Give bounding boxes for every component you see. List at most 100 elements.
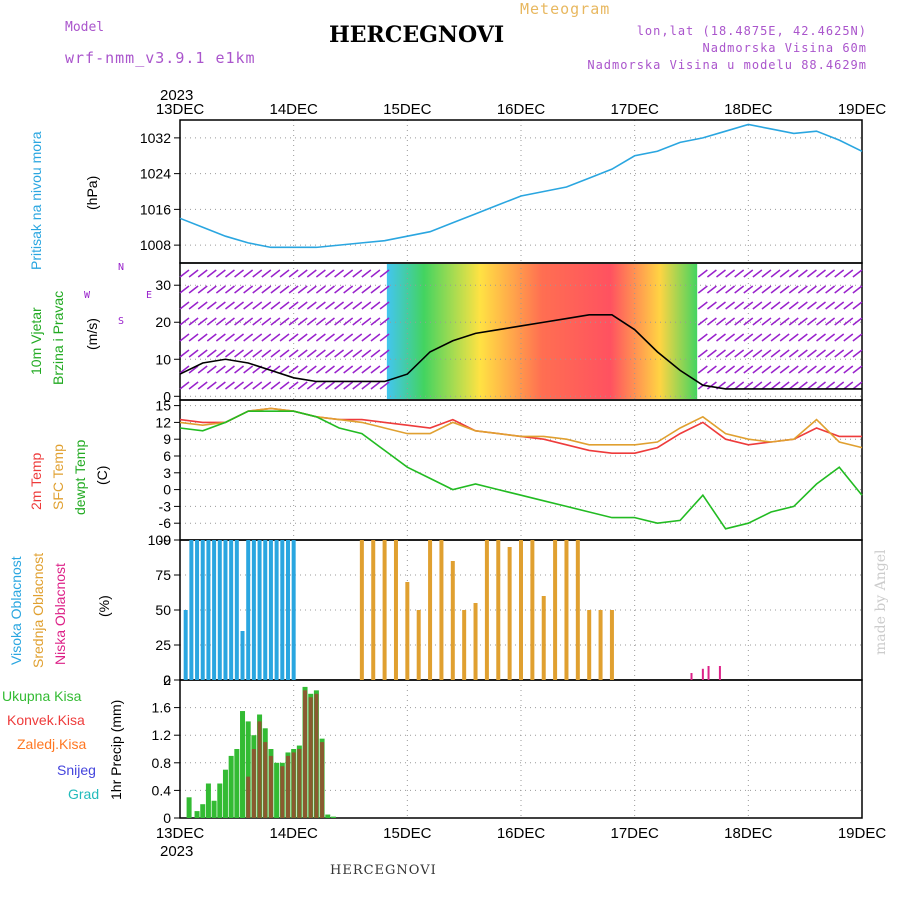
wind-barb — [852, 365, 863, 374]
precip-conv-bar — [251, 749, 256, 818]
wind-barb — [834, 317, 845, 326]
wind-barb — [825, 285, 836, 294]
wind-barb — [306, 301, 317, 310]
cloud-ytick-label: 50 — [155, 602, 171, 618]
model-altitude-label: Nadmorska Visina u modelu 88.4629m — [587, 58, 867, 72]
wind-barb — [206, 301, 217, 310]
wind-barb — [834, 349, 845, 358]
precip-total-bar — [274, 762, 280, 818]
wind-barb — [697, 269, 708, 278]
x-tick-label-top: 13DEC — [156, 101, 205, 118]
wind-barb — [343, 349, 354, 358]
wind-barb — [843, 317, 854, 326]
wind-barb — [206, 317, 217, 326]
wind-barb — [234, 349, 245, 358]
wind-barb — [734, 365, 745, 374]
wind-barb — [179, 333, 190, 342]
cloud-mid-bar — [473, 603, 478, 680]
wind-barb — [797, 269, 808, 278]
wind-barb — [370, 365, 381, 374]
wind-barb — [697, 317, 708, 326]
wind-barb — [734, 381, 745, 390]
temperature-ytick-label: -3 — [159, 498, 172, 514]
wind-barb — [225, 269, 235, 278]
wind-barb — [225, 381, 235, 390]
wind-barb — [306, 285, 317, 294]
wind-barb — [279, 285, 290, 294]
wind-speed-line — [179, 314, 862, 390]
rose-n: N — [118, 262, 125, 273]
x-tick-label-bottom: 17DEC — [610, 825, 659, 842]
wind-barb — [352, 349, 363, 358]
wind-barb — [761, 333, 772, 342]
wind-barb — [761, 301, 772, 310]
wind-barb — [252, 381, 263, 390]
wind-barb — [279, 365, 290, 374]
wind-barb — [197, 349, 208, 358]
wind-barb — [188, 269, 199, 278]
wind-barb — [379, 365, 390, 374]
pressure-line — [179, 123, 863, 249]
precip-total-bar — [228, 755, 234, 818]
temperature-ytick-label: 9 — [163, 431, 171, 447]
lonlat-label: lon,lat (18.4875E, 42.4625N) — [636, 24, 867, 38]
wind-barb — [697, 285, 708, 294]
wind-barb — [270, 365, 281, 374]
cloud-high-bar — [251, 540, 256, 680]
wind-barb — [361, 365, 372, 374]
rose-w: W — [84, 290, 91, 301]
cloud-high-bar — [246, 540, 251, 680]
cloud-high-bar — [257, 540, 262, 680]
wind-barb — [215, 333, 226, 342]
wind-barb — [370, 269, 381, 278]
precip-conv-bar — [297, 749, 302, 818]
page-title: HERCEGNOVI — [329, 22, 505, 48]
wind-barb — [806, 285, 817, 294]
x-tick-label-bottom: 14DEC — [269, 825, 318, 842]
wind-barb — [225, 349, 235, 358]
wind-barb — [752, 333, 763, 342]
cloud-mid-bar — [587, 610, 592, 680]
wind-barb — [734, 269, 745, 278]
cloud-mid-bar — [439, 540, 444, 680]
wind-barb — [843, 365, 854, 374]
wind-barb — [788, 333, 799, 342]
cloud-low-bar — [707, 666, 710, 680]
wind-barb — [788, 365, 799, 374]
wind-barb — [315, 285, 326, 294]
legend-hail: Grad — [68, 786, 100, 802]
temperature-ytick-label: 0 — [163, 482, 171, 498]
wind-barb — [834, 285, 845, 294]
wind-barb — [352, 269, 363, 278]
wind-barb — [706, 285, 717, 294]
wind-barb — [788, 301, 799, 310]
cloud-high-bar — [285, 540, 290, 680]
wind-barb — [834, 269, 845, 278]
wind-barb — [243, 365, 254, 374]
wind-barb — [779, 365, 790, 374]
wind-barb — [806, 365, 817, 374]
wind-barb — [716, 301, 726, 310]
wind-barb — [370, 333, 381, 342]
cloud-high-bar — [189, 540, 194, 680]
precip-ytick-label: 1.2 — [152, 727, 172, 743]
wind-barb — [288, 317, 299, 326]
wind-barb — [188, 333, 199, 342]
wind-barb — [188, 349, 199, 358]
cloud-mid-bar — [405, 582, 410, 680]
wind-barb — [334, 301, 345, 310]
wind-barb — [716, 285, 726, 294]
wind-barb — [816, 381, 826, 390]
wind-barb — [825, 333, 836, 342]
wind-barb — [706, 269, 717, 278]
wind-barb — [706, 301, 717, 310]
wind-barb — [361, 333, 372, 342]
wind-barb — [825, 317, 836, 326]
wind-barb — [261, 301, 272, 310]
wind-barb — [297, 317, 308, 326]
wind-barb — [188, 381, 199, 390]
wind-barb — [779, 333, 790, 342]
wind-barb — [343, 317, 354, 326]
wind-barb — [197, 301, 208, 310]
precip-conv-bar — [246, 776, 251, 818]
